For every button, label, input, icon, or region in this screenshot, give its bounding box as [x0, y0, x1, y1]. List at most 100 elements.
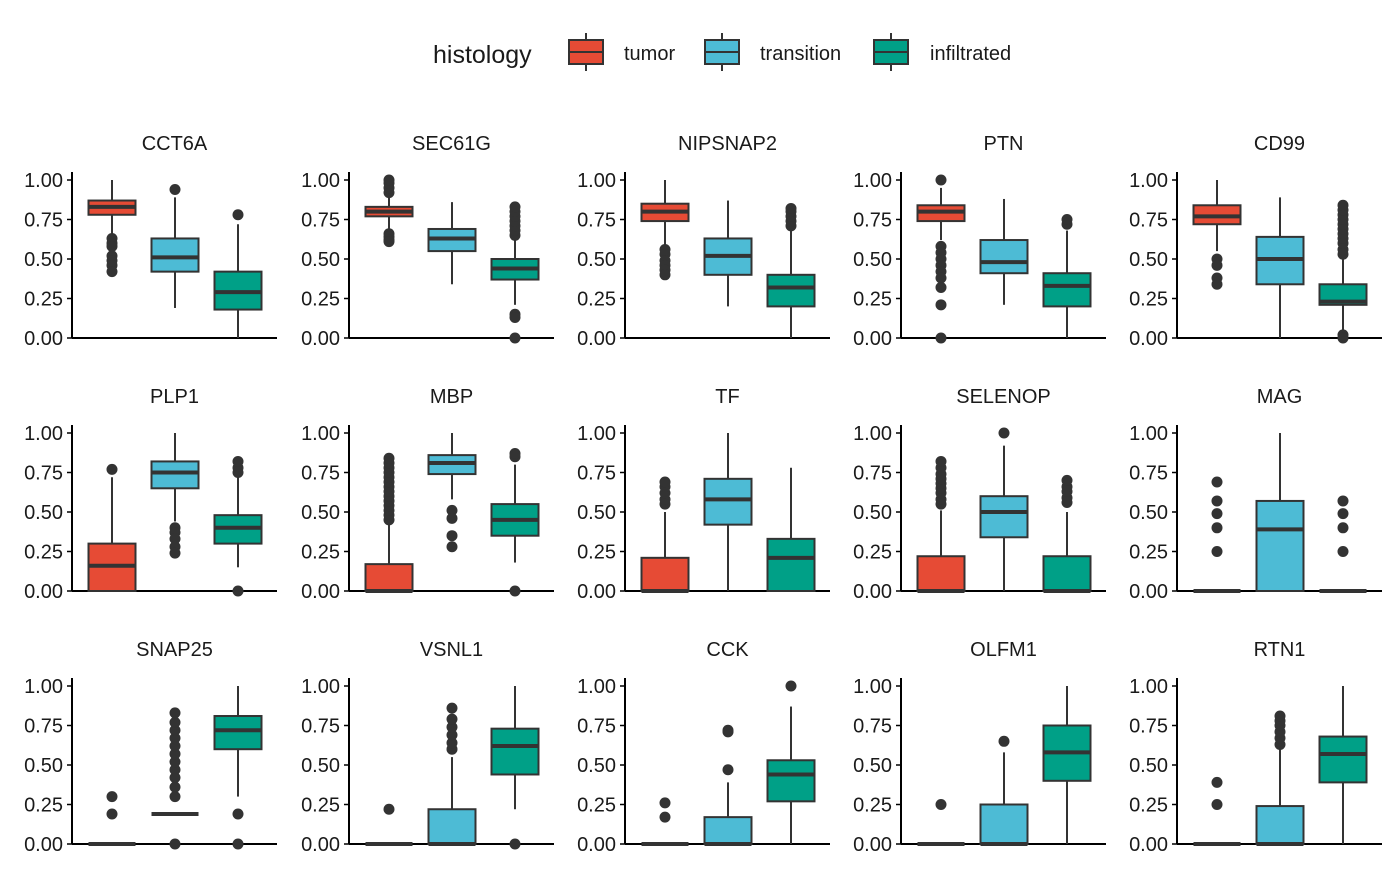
box-infiltrated — [490, 448, 540, 597]
outlier-point — [998, 735, 1010, 747]
box-infiltrated — [1042, 686, 1092, 844]
outlier-point — [106, 266, 118, 278]
y-tick-label: 0.00 — [853, 581, 892, 603]
box-body — [1042, 272, 1092, 308]
box-body — [916, 555, 966, 592]
facet-nipsnap2: NIPSNAP2 0.00 0.25 0.50 0.75 1.00 — [577, 133, 830, 350]
facet-cd99: CD99 0.00 0.25 0.50 0.75 1.00 — [1129, 133, 1382, 350]
y-tick-label: 0.75 — [301, 210, 340, 232]
y-tick-label: 0.50 — [577, 502, 616, 524]
outlier-point — [169, 748, 181, 760]
box-body — [427, 808, 477, 845]
box-transition — [1255, 433, 1305, 592]
outlier-point — [1211, 495, 1223, 507]
y-tick-label: 0.50 — [577, 755, 616, 777]
outlier-point — [1337, 332, 1349, 344]
y-tick-label: 0.50 — [24, 249, 63, 271]
outlier-point — [509, 448, 521, 460]
y-tick-label: 0.75 — [577, 210, 616, 232]
outlier-point — [1061, 214, 1073, 225]
outlier-point — [1337, 199, 1349, 211]
box-body — [1318, 735, 1368, 784]
box-body — [490, 727, 540, 776]
box-tumor — [364, 452, 414, 593]
outlier-point — [169, 756, 181, 768]
box-transition — [427, 433, 477, 553]
y-tick-label: 0.25 — [853, 289, 892, 311]
y-tick-label: 1.00 — [301, 423, 340, 445]
outlier-point — [169, 716, 181, 728]
y-tick-label: 0.00 — [577, 328, 616, 350]
y-tick-label: 0.00 — [577, 834, 616, 856]
outlier-point — [169, 764, 181, 776]
outlier-point — [935, 332, 947, 344]
outlier-point — [106, 463, 118, 475]
outlier-point — [935, 281, 947, 293]
y-tick-label: 0.25 — [853, 795, 892, 817]
outlier-point — [446, 512, 458, 524]
outlier-point — [1211, 522, 1223, 534]
box-body — [979, 239, 1029, 275]
outlier-point — [106, 240, 118, 252]
outlier-point — [169, 724, 181, 736]
y-tick-label: 1.00 — [853, 676, 892, 698]
y-tick-label: 0.50 — [24, 755, 63, 777]
outlier-point — [169, 707, 181, 719]
facet-title: SELENOP — [956, 386, 1050, 408]
facet-selenop: SELENOP 0.00 0.25 0.50 0.75 1.00 — [853, 386, 1106, 603]
outlier-point — [383, 236, 395, 248]
outlier-point — [232, 209, 244, 221]
outlier-point — [446, 729, 458, 741]
y-tick-label: 1.00 — [577, 170, 616, 192]
outlier-point — [1211, 259, 1223, 271]
facet-title: MAG — [1257, 386, 1303, 408]
outlier-point — [446, 721, 458, 733]
box-body — [150, 460, 200, 490]
outlier-point — [169, 740, 181, 752]
facet-title: OLFM1 — [970, 639, 1037, 661]
box-infiltrated — [1042, 474, 1092, 593]
y-tick-label: 1.00 — [853, 170, 892, 192]
box-transition — [1255, 710, 1305, 846]
facet-tf: TF 0.00 0.25 0.50 0.75 1.00 — [577, 386, 830, 603]
outlier-point — [106, 808, 118, 820]
box-transition — [703, 200, 753, 307]
legend-item-infiltrated: infiltrated — [873, 33, 1011, 71]
box-tumor — [640, 476, 690, 593]
y-tick-label: 0.75 — [24, 716, 63, 738]
y-tick-label: 0.50 — [24, 502, 63, 524]
y-tick-label: 0.25 — [577, 542, 616, 564]
facet-rtn1: RTN1 0.00 0.25 0.50 0.75 1.00 — [1129, 639, 1382, 856]
facet-title: VSNL1 — [420, 639, 483, 661]
box-transition — [1255, 197, 1305, 338]
outlier-point — [659, 797, 671, 809]
y-tick-label: 0.75 — [1129, 210, 1168, 232]
outlier-point — [446, 737, 458, 749]
y-tick-label: 1.00 — [577, 423, 616, 445]
box-transition — [427, 202, 477, 285]
outlier-point — [659, 811, 671, 823]
box-infiltrated — [490, 201, 540, 344]
y-tick-label: 0.25 — [853, 542, 892, 564]
y-tick-label: 0.25 — [1129, 289, 1168, 311]
box-transition — [979, 735, 1029, 846]
y-tick-label: 0.25 — [301, 795, 340, 817]
facet-mag: MAG 0.00 0.25 0.50 0.75 1.00 — [1129, 386, 1382, 603]
outlier-point — [446, 713, 458, 725]
box-transition — [703, 433, 753, 591]
outlier-point — [1211, 546, 1223, 557]
outlier-point — [509, 332, 521, 344]
outlier-point — [169, 183, 181, 195]
y-tick-label: 0.75 — [24, 463, 63, 485]
box-body — [979, 495, 1029, 539]
outlier-point — [169, 547, 181, 559]
box-body — [703, 816, 753, 846]
box-body — [1042, 555, 1092, 592]
outlier-point — [1337, 508, 1349, 520]
y-tick-label: 0.50 — [301, 502, 340, 524]
box-tumor — [1193, 476, 1241, 593]
box-tumor — [916, 174, 966, 344]
box-body — [150, 237, 200, 273]
facet-title: TF — [715, 386, 739, 408]
y-tick-label: 0.25 — [24, 542, 63, 564]
